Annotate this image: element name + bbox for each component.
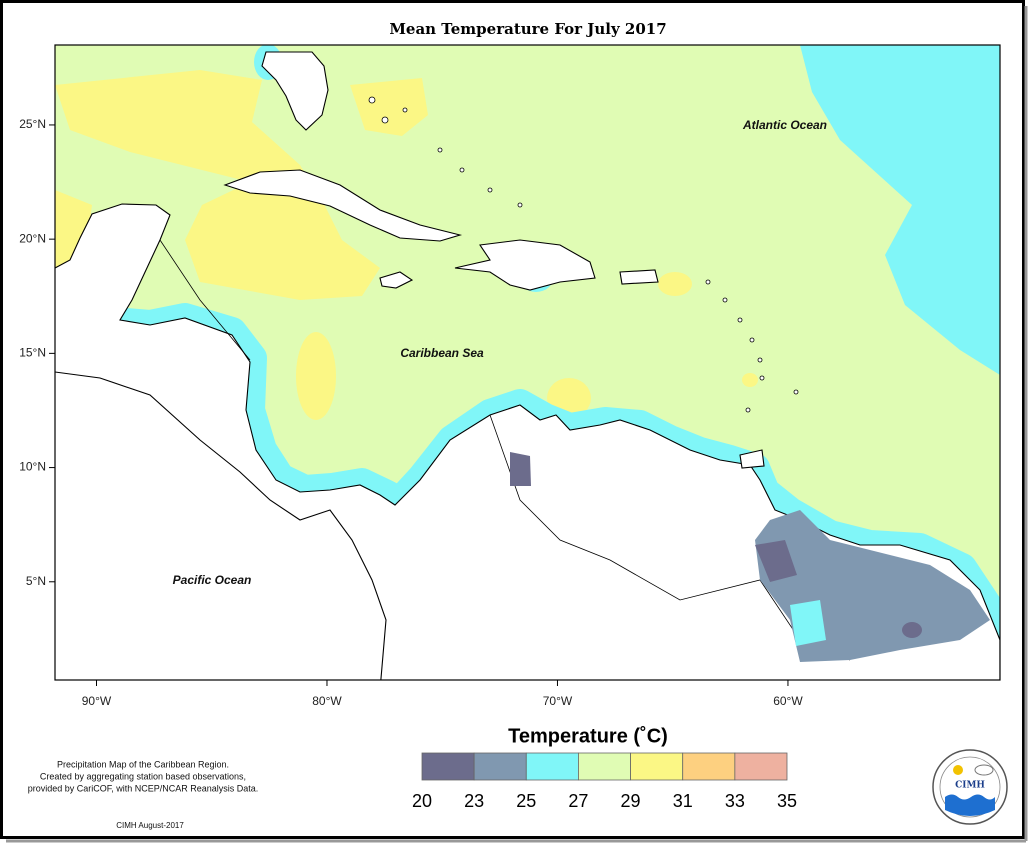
x-tick-label: 60°W: [773, 694, 803, 708]
colorbar-box: [473, 752, 527, 781]
zone-20-23: [902, 622, 922, 638]
hispaniola: [454, 239, 596, 291]
trinidad: [739, 449, 765, 469]
florida: [261, 51, 329, 131]
zone-20-23: [510, 452, 531, 486]
logo-cloud: [974, 764, 994, 776]
y-tick-label: 20°N: [19, 231, 46, 245]
x-tick-label: 90°W: [82, 694, 112, 708]
small-islands: [368, 96, 799, 413]
cuba: [223, 169, 463, 242]
colorbar-label: 27: [568, 791, 588, 811]
colorbar-box: [421, 752, 475, 781]
note-line: Precipitation Map of the Caribbean Regio…: [57, 759, 229, 769]
logo-text: CIMH: [955, 781, 985, 791]
border: [159, 239, 251, 361]
map-area: [55, 45, 1000, 680]
note-line: provided by CariCOF, with NCEP/NCAR Rean…: [28, 783, 259, 793]
ocean-label: Caribbean Sea: [400, 346, 484, 360]
logo-waves: [945, 794, 995, 816]
logo-sun: [953, 765, 963, 775]
colorbar-box: [578, 752, 631, 781]
colorbar-label: 35: [777, 791, 797, 811]
y-tick-label: 25°N: [19, 117, 46, 131]
x-tick-label: 70°W: [543, 694, 573, 708]
y-tick-label: 5°N: [26, 574, 46, 588]
colorbar-label: 20: [412, 791, 432, 811]
zone-29-31: [658, 272, 692, 296]
zone-20-23: [755, 540, 797, 582]
logo: CIMH: [932, 749, 1008, 825]
colorbar-box: [734, 752, 788, 781]
credit: CIMH August-2017: [116, 821, 184, 830]
colorbar-box: [682, 752, 736, 781]
ocean-label: Pacific Ocean: [173, 573, 252, 587]
zone-25-27: [800, 45, 1000, 375]
zone-29-31: [55, 70, 380, 300]
colorbar: 20 23 25 27 29 31 33 35: [412, 752, 797, 811]
y-tick-label: 15°N: [19, 346, 46, 360]
zone-29-31: [350, 78, 428, 136]
colorbar-box: [525, 752, 579, 781]
y-tick-label: 10°N: [19, 460, 46, 474]
colorbar-label: 29: [621, 791, 641, 811]
x-tick-label: 80°W: [312, 694, 342, 708]
legend-title: Temperature (˚C): [508, 724, 668, 747]
note-line: Created by aggregating station based obs…: [40, 771, 246, 781]
colorbar-label: 23: [464, 791, 484, 811]
pacific-coastline: [55, 371, 387, 680]
zone-29-31: [296, 332, 336, 420]
colorbar-label: 33: [725, 791, 745, 811]
map-title: Mean Temperature For July 2017: [389, 20, 666, 38]
zone-25-27: [790, 600, 826, 646]
puerto-rico: [619, 269, 659, 285]
colorbar-label: 25: [516, 791, 536, 811]
zone-29-31: [742, 373, 758, 387]
colorbar-box: [630, 752, 684, 781]
colorbar-label: 31: [673, 791, 693, 811]
map-border: [54, 44, 1001, 681]
jamaica: [379, 271, 414, 289]
ocean-label: Atlantic Ocean: [742, 118, 827, 132]
